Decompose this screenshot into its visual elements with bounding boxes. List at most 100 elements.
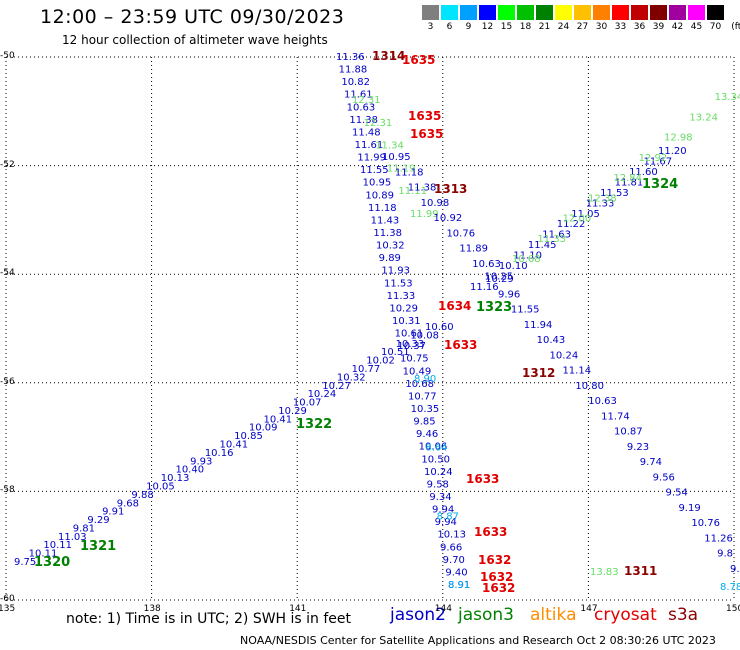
swh-value: 10.29 [278,406,307,417]
swh-value: 10.92 [434,213,463,224]
latitude-label: -56 [0,376,15,387]
swh-value: 11.99 [410,209,439,220]
swh-value: 10.89 [365,190,394,201]
swh-value: 11.33 [387,291,416,302]
swh-value: 10.06 [419,442,448,453]
swh-value: 10.68 [512,254,541,265]
swh-value: 9.40 [445,567,467,578]
swh-value: 9.70 [443,555,465,566]
swh-value: 10.11 [43,540,72,551]
legend-swatch [460,5,477,20]
swh-value: 11.26 [704,533,733,544]
swh-value: 9.93 [190,456,212,467]
swh-value: 10.76 [691,518,720,529]
legend-swatch [650,5,667,20]
swh-value: 10.29 [389,303,418,314]
swh-value: 10.63 [472,259,501,270]
swh-value: 10.02 [366,356,395,367]
swh-value: 12.84 [613,173,642,184]
chart-subtitle: 12 hour collection of altimeter wave hei… [62,33,328,47]
swh-value: 9.29 [87,515,109,526]
swh-value: 9.0 [730,564,740,575]
swh-value: 11.11 [398,186,427,197]
legend-label: 21 [538,22,551,32]
legend-swatch [669,5,686,20]
swh-value: 11.99 [357,153,386,164]
pass-time-label: 1320 [34,555,70,570]
swh-value: 10.24 [308,389,337,400]
swh-value: 10.24 [424,467,453,478]
legend-swatch [593,5,610,20]
pass-time-label: 1322 [296,417,332,432]
swh-value: 11.34 [375,141,404,152]
swh-value: 10.95 [382,152,411,163]
swh-value: 9.58 [427,479,449,490]
swh-value: 10.60 [425,322,454,333]
swh-value: 10.43 [537,335,566,346]
pass-time-label: 1634 [438,299,471,313]
legend-swatch [441,5,458,20]
swh-value: 10.49 [403,366,432,377]
satellite-legend-cryosat: cryosat [594,605,657,625]
longitude-label: 150 [726,604,740,614]
swh-value: 11.38 [408,183,437,194]
swh-value: 9.54 [666,488,688,499]
legend-swatch [536,5,553,20]
legend-swatch [517,5,534,20]
legend-label: 42 [671,22,684,32]
pass-time-label: 1635 [408,109,441,123]
swh-value: 10.25 [484,272,513,283]
swh-value: 10.68 [405,379,434,390]
swh-value: 11.55 [360,165,389,176]
swh-value: 11.38 [373,228,402,239]
latitude-label: -58 [0,485,15,496]
swh-value: 10.32 [376,241,405,252]
legend-label: 70 [709,22,722,32]
pass-time-label: 1633 [466,472,499,486]
latitude-label: -60 [0,594,15,604]
swh-value: 10.29 [485,274,514,285]
swh-value: 9.23 [627,442,649,453]
swh-value: 10.11 [29,549,58,560]
swh-value: 8.90 [414,374,436,385]
swh-value: 9.34 [429,492,451,503]
pass-time-label: 1633 [444,338,477,352]
legend-label: 39 [652,22,665,32]
legend-swatch [555,5,572,20]
swh-value: 9.74 [640,457,662,468]
swh-value: 9.56 [653,472,675,483]
legend-swatch [707,5,724,20]
swh-value: 10.33 [396,339,425,350]
swh-value: 11.61 [344,90,373,101]
swh-value: 8.87 [437,511,459,522]
swh-value: 11.43 [371,215,400,226]
legend-label: 12 [481,22,494,32]
swh-value: 13.24 [689,112,718,123]
swh-value: 11.10 [513,251,542,262]
legend-label: 24 [557,22,570,32]
satellite-legend-altika: altika [530,605,577,625]
swh-value: 11.81 [615,177,644,188]
pass-time-label: 1311 [624,564,657,578]
swh-value: 10.75 [400,354,429,365]
legend-label: 9 [465,22,472,32]
swh-value: 10.05 [146,481,175,492]
swh-value: 11.18 [368,203,397,214]
satellite-legend-jason3: jason3 [458,605,514,625]
swh-value: 11.89 [459,244,488,255]
swh-value: 9.85 [413,417,435,428]
swh-value: 10.82 [341,77,370,88]
swh-value: 10.41 [264,414,293,425]
legend-label: 6 [446,22,453,32]
longitude-label: 135 [0,604,16,614]
swh-value: 9.8 [717,549,733,560]
swh-value: 10.27 [322,381,351,392]
pass-time-label: 1635 [410,127,443,141]
swh-value: 10.32 [337,372,366,383]
legend-label: 30 [595,22,608,32]
swh-value: 9.96 [498,289,520,300]
swh-value: 10.77 [352,364,381,375]
swh-value: 10.51 [381,347,410,358]
chart-title: 12:00 – 23:59 UTC 09/30/2023 [40,6,345,28]
swh-value: 9.94 [435,517,457,528]
